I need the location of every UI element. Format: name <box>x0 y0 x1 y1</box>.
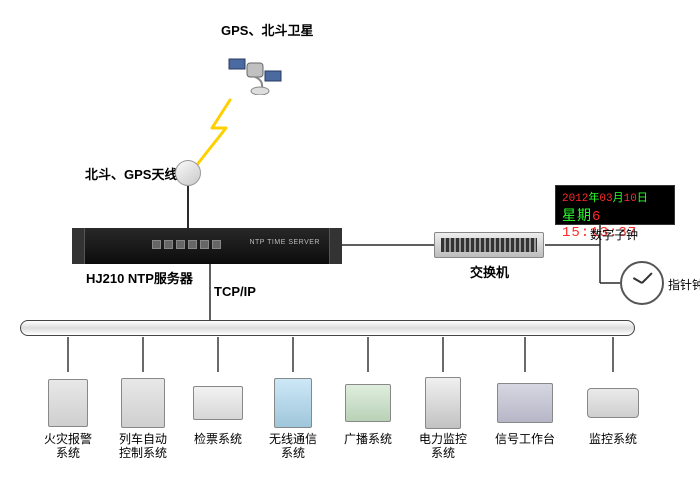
antenna-label: 北斗、GPS天线 <box>85 164 177 183</box>
client-train-label: 列车自动控制系统 <box>107 433 179 461</box>
client-ticket-icon <box>190 375 246 431</box>
client-broad-label: 广播系统 <box>332 433 404 447</box>
ntp-server-icon: NTP TIME SERVER <box>72 228 342 264</box>
digital-clock-label: 数字子钟 <box>590 228 638 242</box>
client-power-icon <box>415 375 471 431</box>
digital-clock-icon: 2012年03月10日 星期6 15:13:37 <box>555 185 675 225</box>
client-signal-icon <box>497 375 553 431</box>
analog-clock-icon <box>620 261 664 305</box>
client-fire-icon <box>40 375 96 431</box>
client-ticket-label: 检票系统 <box>182 433 254 447</box>
satellite-title: GPS、北斗卫星 <box>221 20 313 39</box>
client-radio-label: 无线通信系统 <box>257 433 329 461</box>
server-label: HJ210 NTP服务器 <box>86 268 193 287</box>
analog-clock-label: 指针钟 <box>668 278 700 292</box>
network-bus <box>20 320 635 336</box>
digital-clock-line1: 2012年03月10日 <box>562 189 668 205</box>
client-train-icon <box>115 375 171 431</box>
client-signal-label: 信号工作台 <box>489 433 561 447</box>
antenna-dome-icon <box>175 160 201 186</box>
switch-icon <box>434 232 544 258</box>
client-cctv-label: 监控系统 <box>577 433 649 447</box>
switch-label: 交换机 <box>470 262 509 281</box>
protocol-label: TCP/IP <box>214 284 256 299</box>
client-power-label: 电力监控系统 <box>407 433 479 461</box>
client-cctv-icon <box>585 375 641 431</box>
server-face-text: NTP TIME SERVER <box>249 239 320 246</box>
client-radio-icon <box>265 375 321 431</box>
client-fire-label: 火灾报警系统 <box>32 433 104 461</box>
client-broad-icon <box>340 375 396 431</box>
satellite-icon <box>225 45 285 95</box>
